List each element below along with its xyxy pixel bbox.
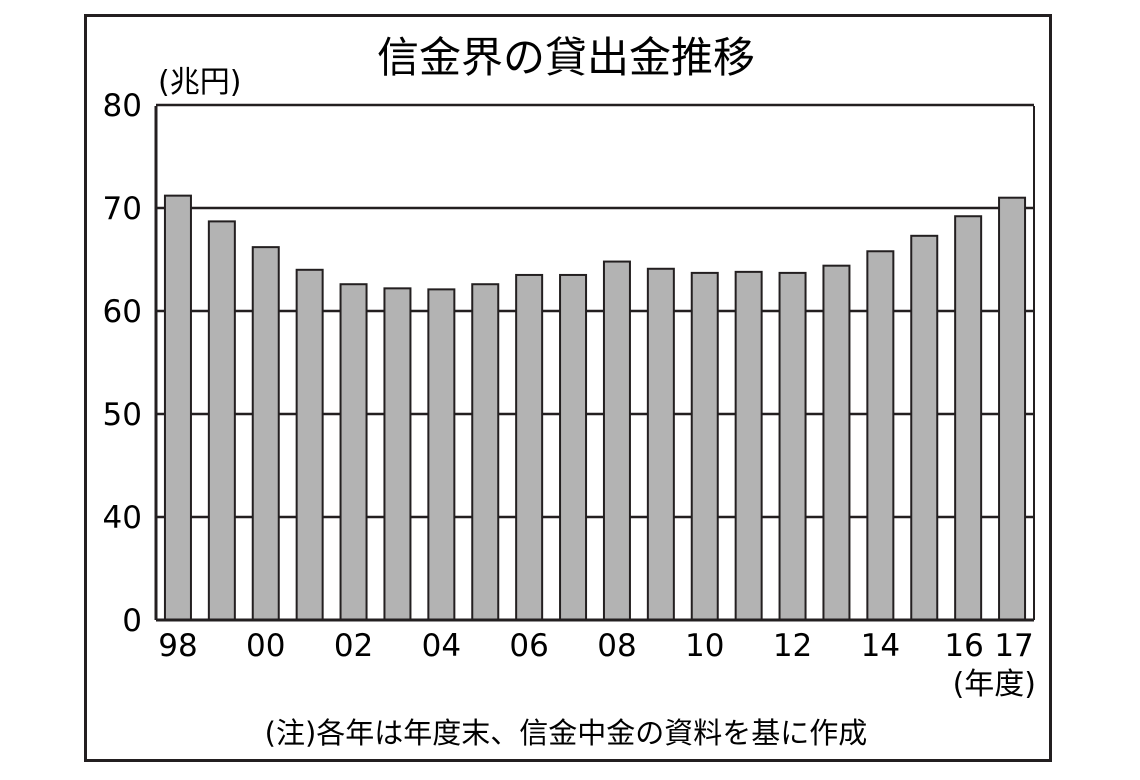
- bar-16: [954, 215, 983, 622]
- gridlines: [156, 103, 1034, 519]
- bar-00: [251, 246, 280, 621]
- x-tick-label: 08: [597, 628, 636, 664]
- bar-01: [295, 268, 324, 621]
- bar-09: [646, 267, 675, 621]
- x-tick-label: 00: [246, 628, 285, 664]
- x-tick-label: 16: [944, 628, 983, 664]
- bar-06: [515, 273, 544, 621]
- bar-12: [778, 271, 807, 621]
- bars: [163, 194, 1027, 622]
- bar-15: [910, 234, 939, 621]
- y-tick-label: 50: [103, 397, 142, 433]
- chart-frame: [84, 14, 1052, 762]
- x-axis-unit-label: (年度): [953, 667, 1036, 702]
- bar-03: [383, 287, 412, 621]
- bar-98: [163, 194, 192, 621]
- x-tick-labels: 98 00 02 04 06 08 10 12 14 16 17: [158, 628, 1034, 664]
- y-axis-unit-label: (兆円): [158, 65, 241, 100]
- bar-08: [602, 260, 631, 621]
- bar-07: [559, 273, 588, 621]
- bar-02: [339, 283, 368, 621]
- bar-17: [998, 196, 1027, 621]
- bar-13: [822, 264, 851, 621]
- x-tick-label: 02: [334, 628, 373, 664]
- y-tick-label: 70: [103, 191, 142, 227]
- chart-title: 信金界の貸出金推移: [377, 33, 755, 82]
- bar-10: [690, 271, 719, 621]
- x-tick-label: 10: [685, 628, 724, 664]
- bar-14: [866, 250, 895, 621]
- axes: [154, 106, 1035, 622]
- y-tick-labels: 0 40 50 60 70 80: [103, 88, 142, 639]
- x-tick-label: 14: [861, 628, 900, 664]
- x-tick-label: 98: [158, 628, 197, 664]
- y-tick-label: 40: [103, 500, 142, 536]
- bar-05: [471, 283, 500, 621]
- bar-04: [427, 288, 456, 621]
- x-tick-label: 06: [509, 628, 548, 664]
- y-tick-label: 60: [103, 294, 142, 330]
- x-tick-label: 12: [773, 628, 812, 664]
- x-tick-label: 04: [422, 628, 461, 664]
- source-note: (注)各年は年度末、信金中金の資料を基に作成: [265, 716, 868, 750]
- bar-11: [734, 270, 763, 621]
- x-tick-label: 17: [994, 628, 1033, 664]
- y-tick-label: 0: [122, 603, 142, 639]
- y-tick-label: 80: [103, 88, 142, 124]
- bar-99: [207, 220, 236, 621]
